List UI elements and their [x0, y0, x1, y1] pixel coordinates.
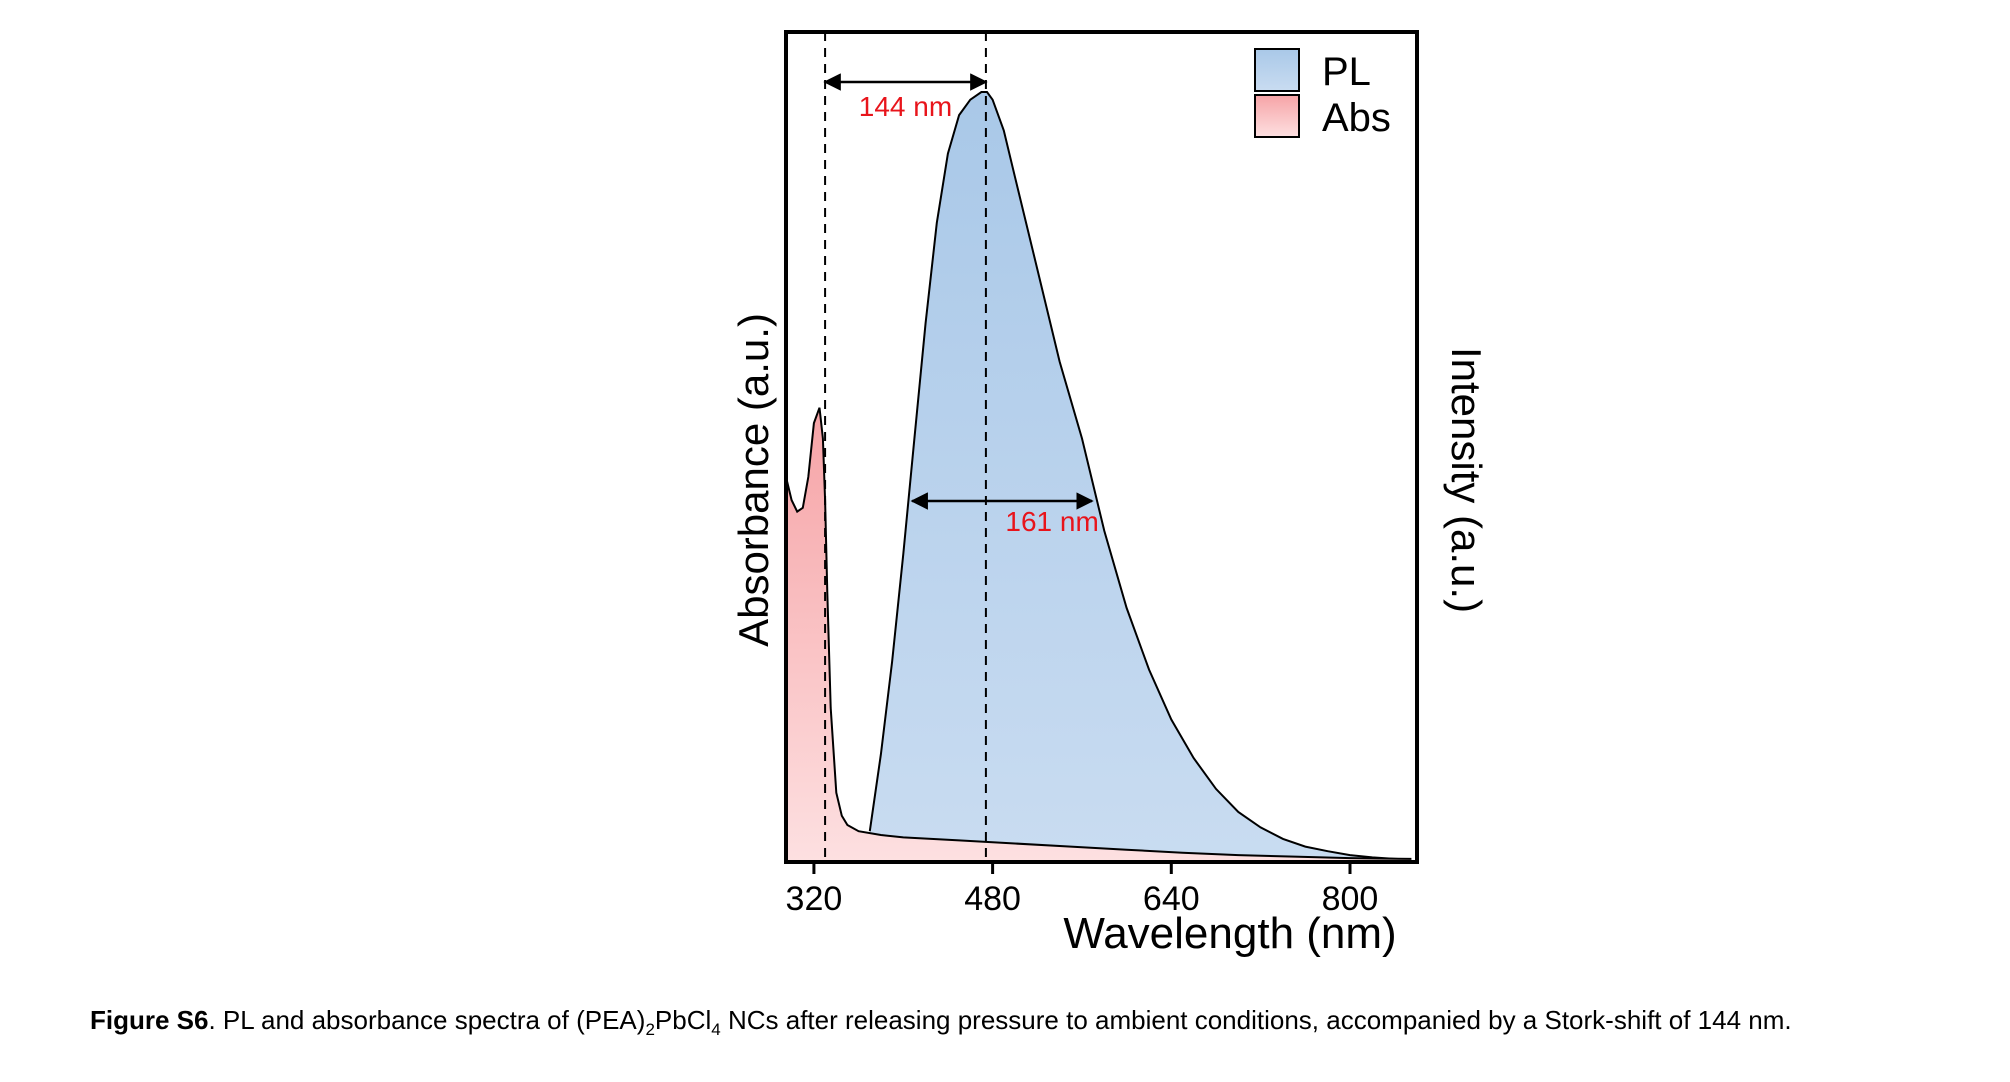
series-line-abs [785, 407, 1412, 860]
series-area-pl [869, 92, 1412, 862]
plot-area: 144 nm 161 nm [785, 32, 1412, 862]
legend: PL Abs [1254, 48, 1391, 140]
caption-text-3: NCs after releasing pressure to ambient … [720, 1005, 1792, 1035]
legend-label-pl: PL [1322, 50, 1371, 94]
caption-label: Figure S6 [90, 1005, 209, 1035]
caption-sub-2: 4 [711, 1020, 721, 1040]
annotation-label-1: 144 nm [859, 91, 952, 122]
caption-sub-1: 2 [645, 1020, 655, 1040]
x-tick-label-320: 320 [786, 880, 843, 918]
x-tick-label-480: 480 [964, 880, 1021, 918]
annotation-label-2: 161 nm [1005, 506, 1098, 537]
series-line-pl [868, 91, 1412, 861]
caption-text-1: . PL and absorbance spectra of (PEA) [208, 1005, 646, 1035]
legend-swatch-pl [1254, 48, 1300, 92]
axes: 320 480 640 800 [786, 862, 1379, 918]
legend-label-abs: Abs [1322, 96, 1391, 140]
legend-swatch-abs [1254, 94, 1300, 138]
y-axis-label-right: Intensity (a.u.) [1443, 347, 1490, 613]
x-tick-label-800: 800 [1322, 880, 1379, 918]
plot-frame [784, 30, 1419, 864]
figure-caption: Figure S6. PL and absorbance spectra of … [90, 1005, 1990, 1040]
x-axis-label: Wavelength (nm) [1063, 909, 1396, 958]
x-tick-label-640: 640 [1143, 880, 1200, 918]
caption-text-2: PbCl [654, 1005, 712, 1035]
y-axis-label-left: Absorbance (a.u.) [730, 313, 777, 647]
